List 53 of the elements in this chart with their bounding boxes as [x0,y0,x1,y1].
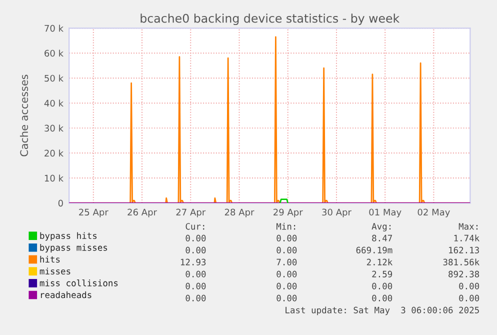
text: 0.00 [276,294,297,302]
legend-label: bypass hits [40,232,97,241]
text: 0.00 [459,282,480,290]
x-tick-label: 27 Apr [176,208,206,218]
text: 0.00 [186,246,206,254]
text: 0.00 [276,270,297,278]
text: 0.00 [276,282,297,290]
chart-title: bcache0 backing device statistics - by week [140,14,400,26]
text: 7.00 [276,258,297,266]
legend-label: bypass misses [40,244,108,253]
text: 381.56k [443,258,480,266]
text: Max: [458,223,478,230]
text: 0.00 [459,294,480,302]
legend-label: misses [40,268,70,274]
legend-label: readaheads [40,291,92,298]
text: Cur: [186,223,204,230]
y-axis-title: Cache accesses [20,74,28,156]
x-tick-label: 28 Apr [224,208,254,218]
x-tick-label: 25 Apr [79,208,108,218]
x-tick-label: 29 Apr [274,208,303,218]
text: Min: [276,222,296,230]
y-tick-label: 30 k [44,124,64,132]
y-tick-label: 20 k [44,150,64,157]
y-tick-label: 10 k [44,174,64,182]
y-tick-label: 40 k [44,100,64,107]
text: 0.00 [186,282,206,290]
text: 0.00 [276,246,297,254]
x-tick-label: 26 Apr [128,208,157,218]
text: 0.00 [186,294,206,302]
text: 0.00 [186,270,206,278]
text: 12.93 [180,258,206,266]
text: Avg: [372,223,391,232]
text: 2.12k [366,258,392,266]
text: 8.47 [372,234,392,242]
text: 669.19m [356,246,392,254]
legend-label: miss collisions [40,280,118,286]
legend-label: hits [40,256,60,263]
text: 0.00 [372,282,392,290]
text: 892.38 [448,270,480,278]
text: 0.00 [186,234,206,242]
x-tick-label: 02 May [418,208,450,218]
text: 2.59 [372,270,392,278]
y-tick-label: 60 k [44,50,64,57]
text: 1.74k [454,234,480,242]
text: Last update: Sat May 3 06:00:06 2025 [286,306,479,316]
text: 162.13 [449,246,479,254]
y-tick-label: 0 [58,200,63,207]
x-tick-label: 30 Apr [322,208,352,218]
x-tick-label: 01 May [369,208,402,218]
text: 0.00 [276,234,297,242]
y-tick-label: 70 k [44,24,64,32]
y-tick-label: 50 k [44,74,64,82]
text: 0.00 [372,294,392,302]
